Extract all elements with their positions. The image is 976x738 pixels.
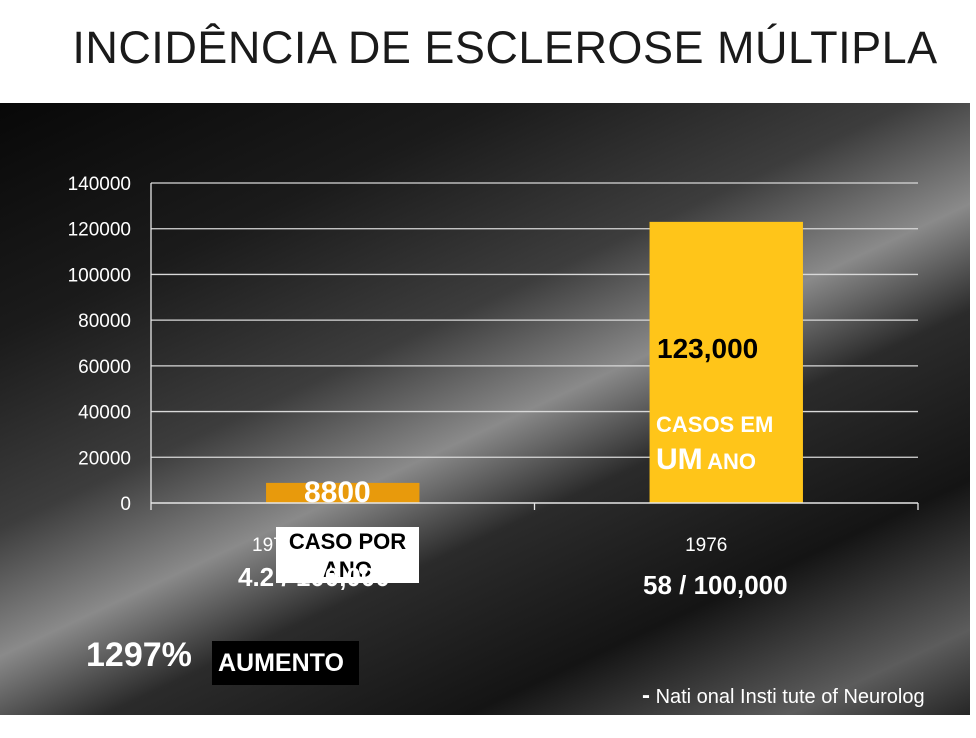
y-tick-120000: 120000 <box>68 220 131 241</box>
bar-1970-1975 <box>266 482 420 503</box>
y-tick-0: 0 <box>120 494 131 515</box>
slide-title: INCIDÊNCIA DE ESCLEROSE MÚLTIPLA <box>72 22 938 73</box>
increase-percentage: 1297% <box>86 636 192 674</box>
bar-1976 <box>649 221 803 503</box>
gridlines <box>151 182 918 458</box>
x-tick-1976: 1976 <box>685 535 727 556</box>
increase-label: AUMENTO <box>212 641 359 685</box>
x-axis <box>150 183 919 510</box>
bar-2-value-label: 123,000 <box>657 333 759 364</box>
y-tick-140000: 140000 <box>68 174 131 195</box>
y-tick-60000: 60000 <box>78 357 131 378</box>
source-credit: - Nati onal Insti tute of Neurolog <box>642 682 925 710</box>
bar-1-caption-line1: CASO POR <box>288 529 407 554</box>
source-text: Nati onal Insti tute of Neurolog <box>655 686 925 708</box>
y-tick-80000: 80000 <box>78 311 131 332</box>
bar-1-value-label: 8800 <box>304 476 371 509</box>
bar-2-caption-um: UM <box>656 443 703 476</box>
bar-1-caption-line2: ANO <box>323 557 372 582</box>
rate-label-1970-1975: 4.2 / 100,000 <box>238 562 390 592</box>
y-tick-labels: 0 20000 40000 60000 80000 100000 120000 140000 <box>68 174 131 515</box>
y-tick-40000: 40000 <box>78 403 131 424</box>
y-tick-20000: 20000 <box>78 448 131 469</box>
bar-2-caption-line2: UM ANO <box>656 443 756 477</box>
bars <box>266 221 803 503</box>
rate-label-1976: 58 / 100,000 <box>643 570 788 600</box>
bar-2-caption-ano: ANO <box>707 449 756 474</box>
source-dash: - <box>642 682 650 709</box>
bar-2-caption-line1: CASOS EM <box>656 412 774 437</box>
bar-1-caption-box: CASO POR ANO <box>276 527 419 583</box>
chart-panel: 0 20000 40000 60000 80000 100000 120000 140000 … <box>0 103 970 715</box>
bar-chart: 020000400006000080000100000120000140000 … <box>68 174 919 556</box>
y-tick-100000: 100000 <box>68 265 131 286</box>
